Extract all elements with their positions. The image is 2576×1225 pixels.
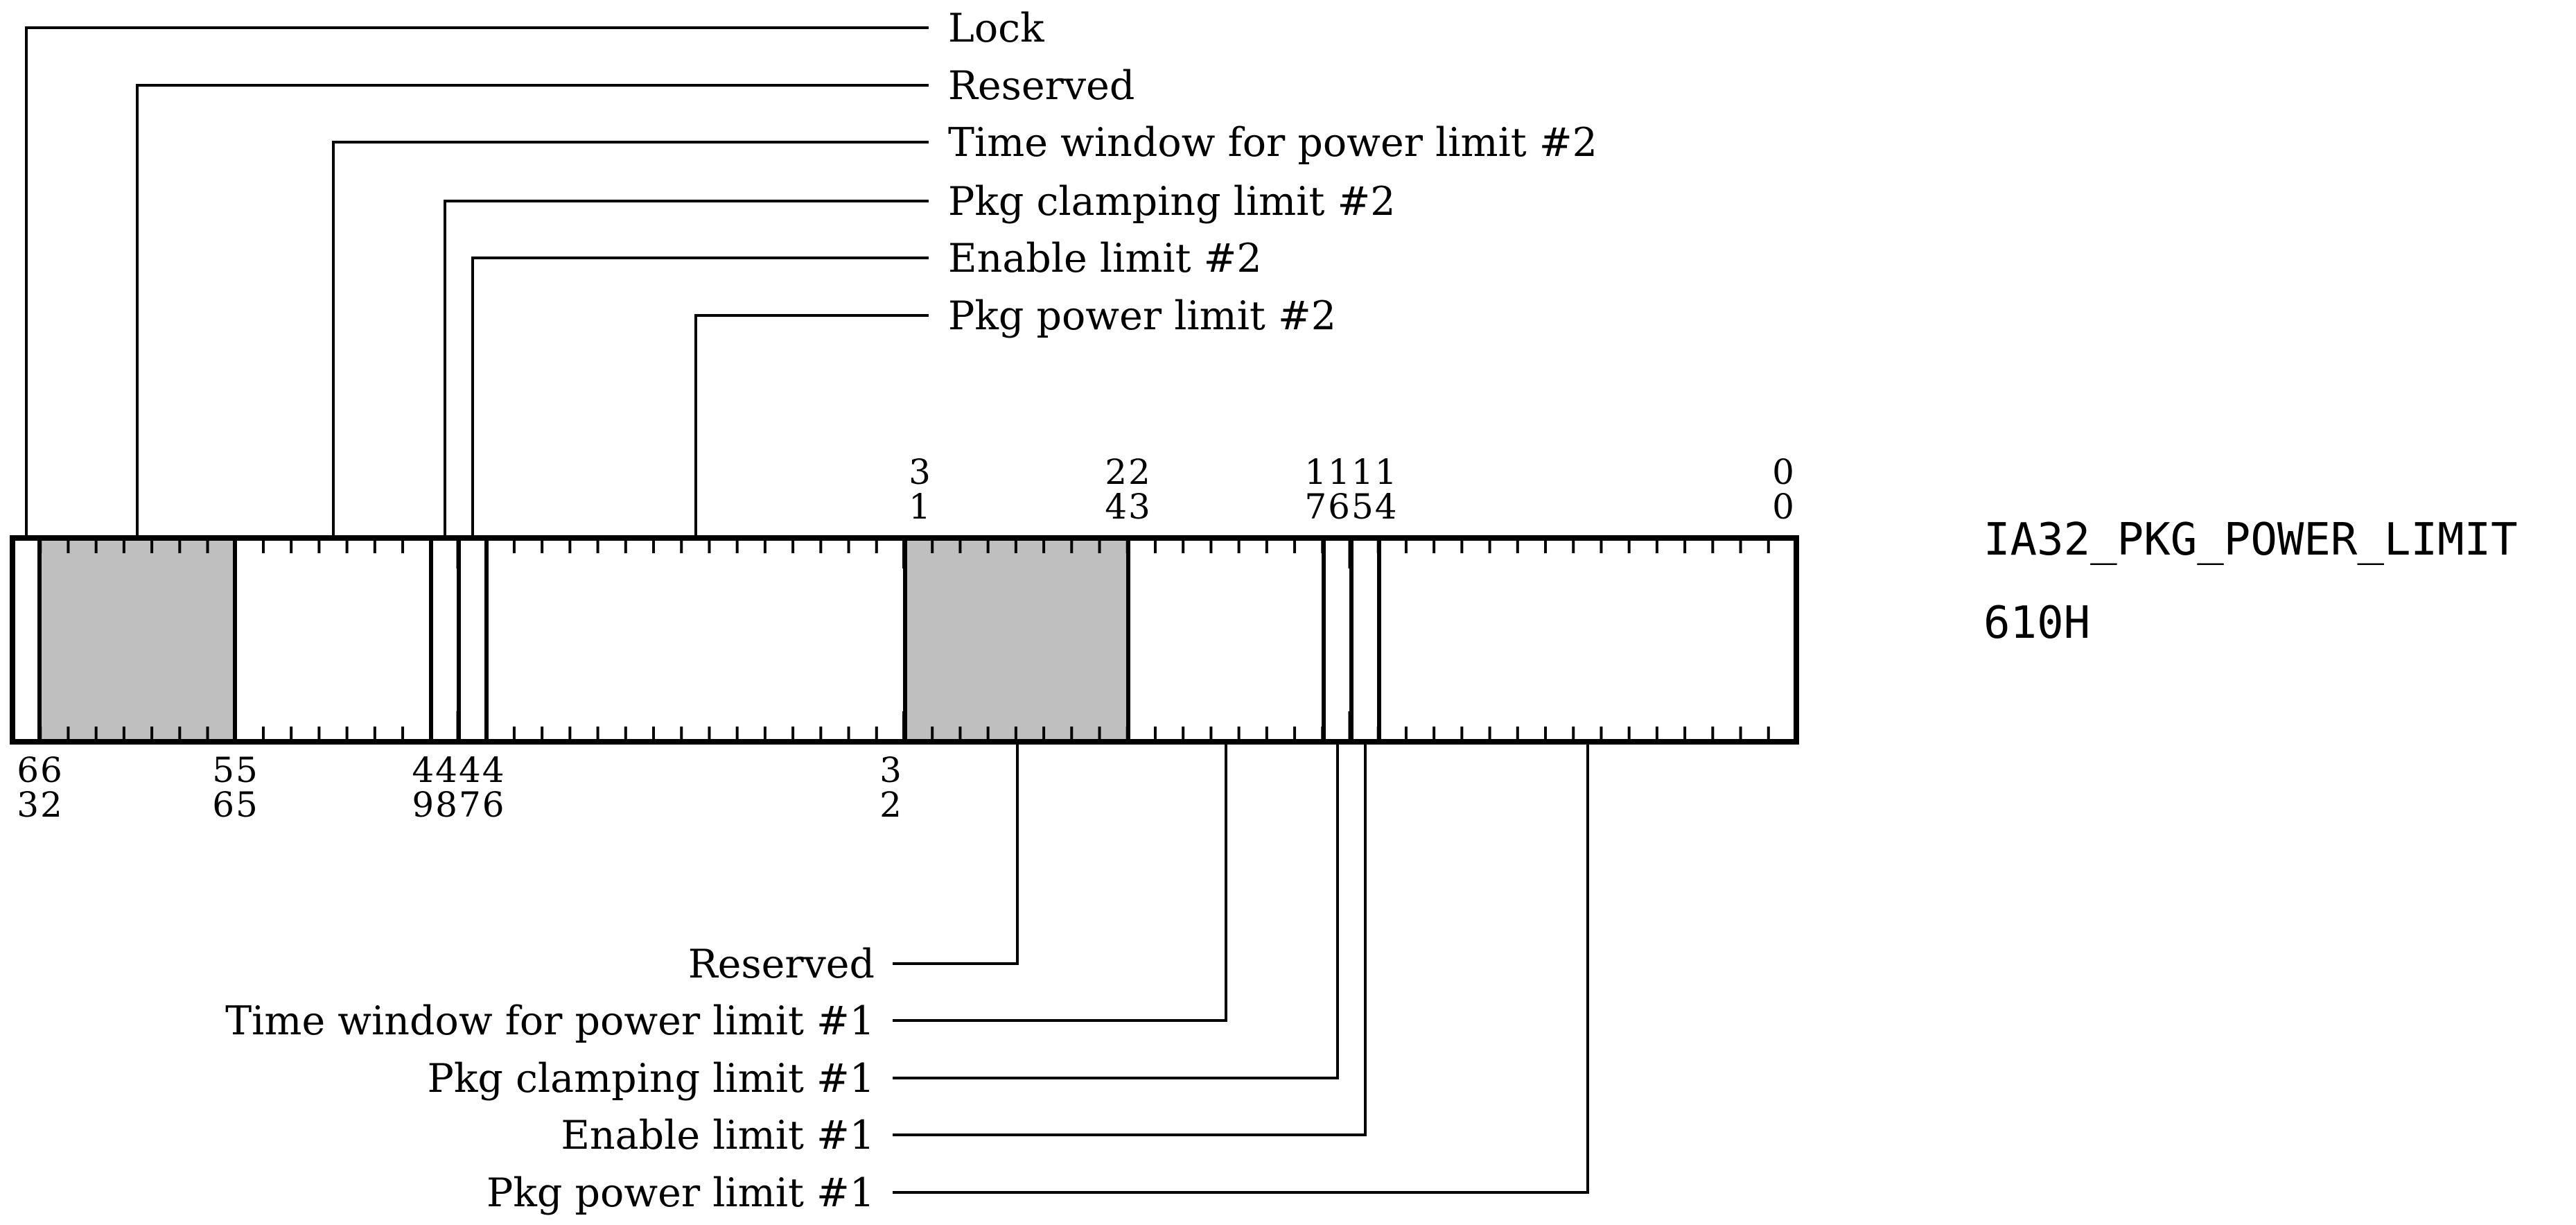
bitnum-top-17-14-low: 7654 [1304,487,1398,527]
label-time-window-2: Time window for power limit #2 [948,120,1597,166]
bitnum-bottom-56-55: 55 [212,750,259,790]
upper-leader-lines [25,26,929,538]
register-outline [10,535,1799,745]
bitnum-top-17-14: 1111 [1304,452,1398,492]
bitnum-top-0: 0 [1772,452,1796,492]
label-reserved-upper: Reserved [948,63,1134,109]
bitnum-top-0-low: 0 [1772,487,1796,527]
bitnum-top-24-23: 22 [1105,452,1152,492]
bitnum-bottom-63-62: 66 [17,750,64,790]
label-reserved-lower: Reserved [688,941,875,987]
reserved-field-low [905,538,1128,742]
label-pkg-power-2: Pkg power limit #2 [948,293,1336,339]
label-enable-limit-1: Enable limit #1 [561,1113,875,1158]
label-pkg-power-1: Pkg power limit #1 [487,1170,875,1216]
lower-leader-lines [893,742,1589,1194]
bitnum-top-24-23-low: 43 [1105,487,1152,527]
register-address: 610H [1983,598,2090,649]
bitnum-bottom-49-46-low: 9876 [412,785,505,825]
label-enable-limit-2: Enable limit #2 [948,236,1262,281]
register-name: IA32_PKG_POWER_LIMIT [1983,514,2518,566]
label-pkg-clamping-1: Pkg clamping limit #1 [427,1056,875,1102]
bitnum-bottom-56-55-low: 65 [212,785,259,825]
bitnum-bottom-32: 3 [879,750,903,790]
bitnum-bottom-63-62-low: 32 [17,785,64,825]
label-pkg-clamping-2: Pkg clamping limit #2 [948,179,1396,225]
label-lock: Lock [948,6,1044,51]
reserved-field-high [40,538,235,742]
bitnum-bottom-49-46: 4444 [412,750,505,790]
bitnum-top-31-low: 1 [909,487,932,527]
label-time-window-1: Time window for power limit #1 [225,998,875,1044]
bitnum-top-31: 3 [909,452,932,492]
bitnum-bottom-32-low: 2 [879,785,903,825]
field-dividers [37,538,1381,742]
